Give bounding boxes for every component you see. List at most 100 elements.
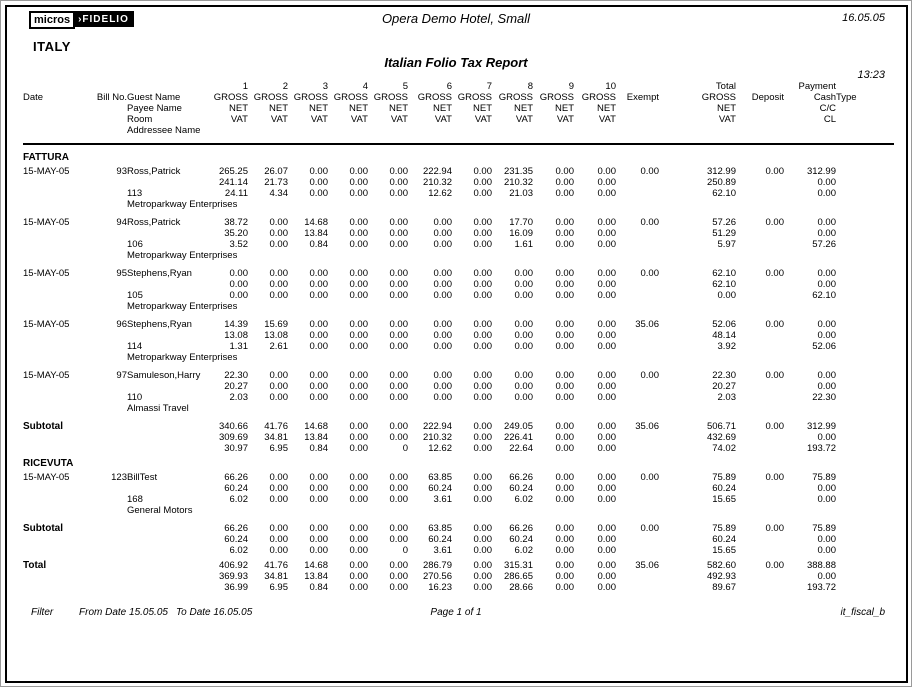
cell: 0.84 xyxy=(309,582,329,593)
cell: 0.00 xyxy=(389,560,409,571)
cell: 0.00 xyxy=(597,279,617,290)
cell: 0.00 xyxy=(817,534,837,545)
cell: 210.32 xyxy=(422,432,452,443)
cell: 60.24 xyxy=(428,534,452,545)
cell: 6.02 xyxy=(229,545,249,556)
cell: VAT xyxy=(434,114,452,125)
cell: Payee Name xyxy=(127,103,182,114)
cell: 0.00 xyxy=(817,319,837,330)
cell: NET xyxy=(555,103,574,114)
cell: 168 xyxy=(127,494,143,505)
cell: 0.00 xyxy=(555,279,575,290)
cell: 2 xyxy=(282,81,288,92)
cell: Addressee Name xyxy=(127,125,201,136)
cell: 0.00 xyxy=(309,381,329,392)
cell: GROSS xyxy=(539,92,574,103)
cell: 0.00 xyxy=(817,279,837,290)
cell: Type xyxy=(836,92,857,103)
totals-gross-line: Subtotal 66.26 0.00 0.00 0.00 0.00 63.85 0.00 66… xyxy=(23,523,897,534)
cell: 0.00 xyxy=(309,177,329,188)
cell: 0.00 xyxy=(473,582,493,593)
cell: Subtotal xyxy=(23,421,63,432)
row-addressee-line: Metroparkway Enterprises xyxy=(23,250,897,261)
cell: BillTest xyxy=(127,472,158,483)
cell: GROSS xyxy=(457,92,492,103)
cell: 0.00 xyxy=(389,279,409,290)
cell: 0.00 xyxy=(269,392,289,403)
cell: 0.00 xyxy=(555,392,575,403)
cell: 0.00 xyxy=(433,341,453,352)
cell: 0.00 xyxy=(817,432,837,443)
cell: 231.35 xyxy=(503,166,533,177)
cell: 0.00 xyxy=(817,483,837,494)
cell: 0.00 xyxy=(309,483,329,494)
cell: 14.68 xyxy=(304,421,328,432)
cell: 0.00 xyxy=(555,268,575,279)
cell: 0.00 xyxy=(817,370,837,381)
cell: 0.00 xyxy=(555,370,575,381)
cell: 406.92 xyxy=(218,560,248,571)
cell: 0.00 xyxy=(389,494,409,505)
cell: VAT xyxy=(598,114,616,125)
cell: NET xyxy=(433,103,452,114)
cell: 0.00 xyxy=(597,319,617,330)
cell: 0.00 xyxy=(597,217,617,228)
cell: 0.00 xyxy=(473,494,493,505)
cell: Cash xyxy=(813,92,836,103)
cell: 0.00 xyxy=(597,472,617,483)
cell: 1 xyxy=(242,81,248,92)
cell: Guest Name xyxy=(127,92,181,103)
cell: 0.00 xyxy=(269,279,289,290)
cell: Samuleson,Harry xyxy=(127,370,201,381)
cell: 0.00 xyxy=(349,370,369,381)
cell: 0.00 xyxy=(640,217,660,228)
cell: 66.26 xyxy=(509,523,533,534)
cell: 14.68 xyxy=(304,560,328,571)
cell: 13.08 xyxy=(264,330,288,341)
cell: 226.41 xyxy=(503,432,533,443)
cell: 15.65 xyxy=(712,545,736,556)
cell: GROSS xyxy=(213,92,248,103)
cell: 0.00 xyxy=(473,560,493,571)
cell: 95 xyxy=(116,268,127,279)
cell: 36.99 xyxy=(224,582,248,593)
cell: 5.97 xyxy=(717,239,737,250)
cell: 506.71 xyxy=(706,421,736,432)
cell: 249.05 xyxy=(503,421,533,432)
cell: 0.00 xyxy=(473,341,493,352)
cell: 0.00 xyxy=(433,392,453,403)
cell: 89.67 xyxy=(712,582,736,593)
cell: 15-MAY-05 xyxy=(23,319,70,330)
cell: 105 xyxy=(127,290,143,301)
cell: 0.00 xyxy=(765,166,785,177)
cell: 0.00 xyxy=(389,330,409,341)
totals-net-line: 309.69 34.81 13.84 0.00 0.00 210.32 0.00 226.41… xyxy=(23,432,897,443)
cell: 0.00 xyxy=(555,432,575,443)
cell: NET xyxy=(229,103,248,114)
cell: 0.00 xyxy=(555,188,575,199)
row-vat-line: 113 24.11 4.34 0.00 0.00 0.00 12.62 0.00 21.03 0.… xyxy=(23,188,897,199)
cell: 60.24 xyxy=(712,534,736,545)
cell: 0.00 xyxy=(514,381,534,392)
cell: 15-MAY-05 xyxy=(23,268,70,279)
cell: NET xyxy=(349,103,368,114)
section-subtotal: Subtotal 66.26 0.00 0.00 0.00 0.00 63.85 0.00 66… xyxy=(23,523,897,556)
cell: 0.00 xyxy=(433,290,453,301)
cell: VAT xyxy=(350,114,368,125)
cell: 0.00 xyxy=(229,268,249,279)
cell: 0.00 xyxy=(817,217,837,228)
cell: 0 xyxy=(402,443,408,454)
cell: 2.03 xyxy=(717,392,737,403)
cell: VAT xyxy=(556,114,574,125)
cell: 0.00 xyxy=(389,166,409,177)
cell: 582.60 xyxy=(706,560,736,571)
cell: 0.00 xyxy=(389,571,409,582)
cell: Ross,Patrick xyxy=(127,166,181,177)
cell: 0.00 xyxy=(349,483,369,494)
cell: 193.72 xyxy=(806,582,836,593)
cell: 0.00 xyxy=(309,279,329,290)
cell: 0.00 xyxy=(349,381,369,392)
cell: GROSS xyxy=(701,92,736,103)
cell: 21.73 xyxy=(264,177,288,188)
cell: 0.00 xyxy=(555,381,575,392)
